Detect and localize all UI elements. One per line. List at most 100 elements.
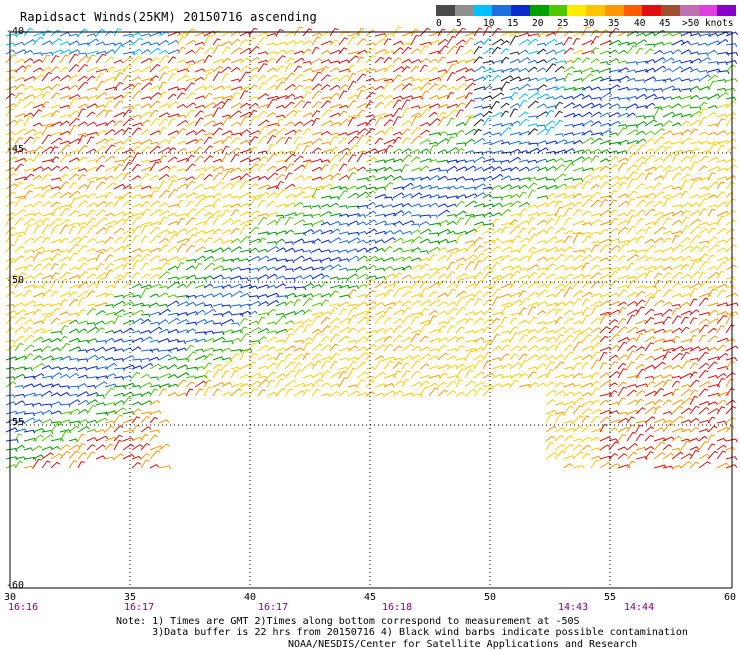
wind-barb xyxy=(194,183,205,190)
wind-barb xyxy=(194,380,207,388)
wind-barb xyxy=(698,362,710,370)
wind-barb xyxy=(554,253,565,262)
wind-barb xyxy=(356,109,366,118)
wind-barb xyxy=(716,270,725,280)
wind-barb xyxy=(464,261,475,271)
wind-barb xyxy=(617,226,629,235)
wind-barb xyxy=(77,144,88,154)
wind-barb xyxy=(176,392,188,397)
wind-barb xyxy=(203,132,215,137)
wind-barb xyxy=(104,128,116,136)
wind-barb xyxy=(338,47,348,55)
wind-barb xyxy=(68,252,78,262)
wind-barb xyxy=(122,411,135,415)
wind-barb xyxy=(5,303,16,308)
wind-barb xyxy=(725,60,738,64)
wind-barb xyxy=(617,239,631,244)
wind-barb xyxy=(401,379,410,388)
wind-barb xyxy=(320,370,331,379)
wind-barb xyxy=(383,306,393,316)
wind-barb xyxy=(527,166,541,172)
wind-barb xyxy=(347,94,359,100)
wind-barb xyxy=(365,255,379,262)
wind-barb xyxy=(5,291,16,298)
wind-barb xyxy=(131,436,143,442)
wind-barb xyxy=(626,337,637,343)
wind-barb xyxy=(464,297,475,307)
wind-barb xyxy=(626,61,638,66)
wind-barb xyxy=(635,254,648,262)
wind-barb xyxy=(545,165,557,172)
wind-barb xyxy=(50,104,62,109)
wind-barb xyxy=(284,277,296,282)
wind-barb xyxy=(230,312,244,317)
wind-barb xyxy=(671,293,683,298)
wind-barb xyxy=(446,133,458,138)
wind-barb xyxy=(500,56,510,64)
wind-barb xyxy=(590,292,603,298)
wind-barb xyxy=(518,67,529,73)
wind-barb xyxy=(662,85,676,91)
wind-barb xyxy=(356,85,367,91)
wind-barb xyxy=(302,323,312,334)
wind-barb xyxy=(572,201,583,208)
wind-barb xyxy=(653,347,665,352)
wind-barb xyxy=(167,147,177,154)
wind-barb xyxy=(32,174,43,181)
wind-barb xyxy=(518,307,528,316)
wind-barb xyxy=(698,435,708,442)
wind-barb xyxy=(428,281,441,289)
wind-barb xyxy=(635,424,644,433)
wind-barb xyxy=(599,423,608,433)
wind-barb xyxy=(149,266,162,271)
wind-barb xyxy=(356,371,369,379)
wind-barb xyxy=(707,285,718,290)
wind-barb xyxy=(158,328,170,334)
wind-barb xyxy=(482,246,493,253)
wind-barb xyxy=(347,99,357,109)
wind-barb xyxy=(419,323,430,334)
wind-barb xyxy=(185,176,196,181)
wind-barb xyxy=(311,90,322,100)
wind-barb xyxy=(518,99,528,109)
wind-barb xyxy=(482,186,494,191)
wind-barb xyxy=(5,172,17,181)
wind-barb xyxy=(653,237,664,244)
wind-barb xyxy=(644,256,654,262)
wind-barb xyxy=(203,173,213,181)
wind-barb xyxy=(329,360,339,370)
wind-barb xyxy=(212,228,222,235)
wind-barb xyxy=(50,253,61,262)
wind-barb xyxy=(428,58,438,64)
wind-barb xyxy=(608,254,618,262)
wind-barb xyxy=(104,262,114,271)
time-label: 16:17 xyxy=(258,602,289,613)
wind-barb xyxy=(293,39,305,46)
wind-barb xyxy=(23,27,34,37)
wind-barb xyxy=(446,165,458,172)
wind-barb xyxy=(203,30,216,37)
wind-barb xyxy=(50,121,63,127)
wind-barb xyxy=(581,111,593,118)
wind-barb xyxy=(86,322,97,327)
wind-barb xyxy=(113,146,125,154)
wind-barb xyxy=(338,335,350,343)
wind-barb xyxy=(113,453,124,460)
wind-barb xyxy=(671,388,680,397)
wind-barb xyxy=(491,87,503,92)
wind-barb xyxy=(239,115,250,127)
wind-barb xyxy=(176,87,187,92)
wind-barb xyxy=(608,69,622,73)
wind-barb xyxy=(671,427,685,433)
wind-barb xyxy=(401,370,411,379)
wind-barb xyxy=(257,156,268,163)
wind-barb xyxy=(500,81,510,91)
wind-barb xyxy=(32,193,43,199)
wind-barb xyxy=(167,347,179,352)
wind-barb xyxy=(527,182,538,190)
wind-barb xyxy=(518,111,529,118)
wind-barb xyxy=(482,175,494,181)
wind-barb xyxy=(698,96,709,101)
wind-barb xyxy=(131,365,143,370)
wind-barb xyxy=(689,346,701,352)
